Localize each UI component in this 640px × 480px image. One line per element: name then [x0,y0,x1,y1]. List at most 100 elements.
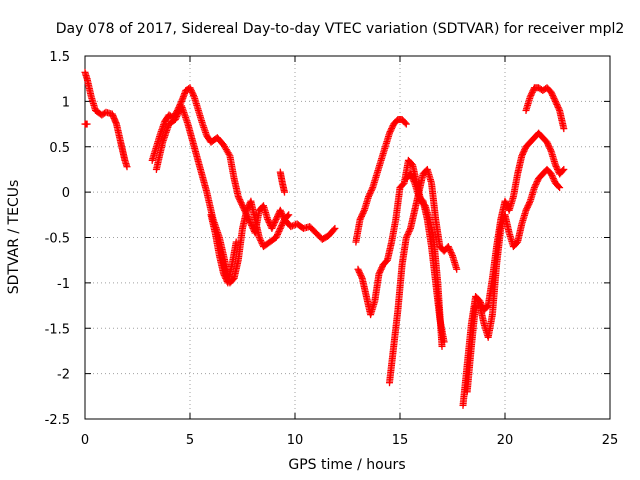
data-point [330,226,338,234]
data-point [232,238,240,246]
data-point [272,215,280,223]
data-point [243,205,251,213]
grid-layer [85,56,610,419]
data-point [278,211,286,219]
data-point [358,211,366,219]
data-point [404,230,412,238]
data-point [274,230,281,238]
y-tick-label: -1.5 [45,322,70,337]
data-point [356,270,364,278]
data-point [354,265,362,273]
data-point [285,211,293,219]
y-tick-label: -0.5 [45,232,70,247]
data-point [407,170,414,178]
data-point [269,223,277,231]
data-point [257,238,265,246]
data-point [274,229,282,237]
data-point [276,206,284,214]
data-point [275,227,283,235]
data-point [355,267,363,275]
data-point [357,271,365,279]
data-point [358,212,365,220]
data-point [401,119,409,127]
data-point [236,196,244,204]
data-point [187,85,195,93]
data-point [284,212,292,220]
data-point [276,224,284,232]
data-point [174,109,182,117]
data-point [243,206,251,214]
data-point [376,268,384,276]
data-point [269,221,277,229]
data-point [365,191,373,199]
data-point [357,214,365,222]
data-point [358,273,365,281]
data-point [172,114,180,122]
x-tick-label: 10 [287,433,304,448]
data-point [236,197,244,205]
data-point [359,209,367,217]
data-point [281,188,288,196]
x-tick-label: 5 [186,433,194,448]
data-point [560,125,568,133]
data-point [238,200,246,208]
data-point [438,342,446,350]
data-point [173,111,181,119]
data-point [377,265,385,273]
y-tick-label: -1 [57,277,70,292]
data-point [123,163,131,171]
data-point [367,188,375,196]
data-point [409,176,417,184]
data-point [171,116,179,124]
data-point [331,224,339,232]
data-point [356,215,364,223]
data-point [264,217,272,225]
data-point [409,175,417,183]
data-point [234,193,242,201]
data-point [448,250,456,258]
data-point [446,246,454,254]
data-point [270,220,278,228]
data-point [278,209,286,217]
data-point [287,223,295,231]
data-point [445,244,453,252]
data-point [272,234,280,241]
data-point [365,193,372,201]
data-point [407,171,415,179]
data-point [187,87,195,95]
data-point [271,218,279,226]
data-point [453,265,461,273]
data-point [257,237,265,245]
y-tick-label: 1 [62,95,70,110]
y-tick-label: -2.5 [45,413,70,428]
data-point [188,88,196,96]
data-point [402,234,410,241]
data-point [387,126,395,134]
data-point [447,249,455,257]
data-point [190,91,197,99]
data-point [368,185,376,193]
data-point [403,232,411,240]
data-point [388,125,396,133]
data-point [225,150,233,158]
x-tick-label: 15 [392,433,409,448]
tick-layer: 0 5 10 15 20 25 -2.5 -2 -1.5 -1 -0.5 0 0.5 1 1.5 [45,50,619,448]
chart-title: Day 078 of 2017, Sidereal Day-to-day VTE… [56,21,625,37]
data-point [279,218,287,226]
data-point [271,217,279,225]
data-point [235,194,243,202]
data-point [246,217,253,225]
data-point [277,208,285,216]
data-point [220,270,228,278]
data-point [277,223,285,231]
data-point [410,178,418,186]
data-point [239,202,246,210]
data-point [376,267,384,275]
data-point [186,84,194,92]
x-tick-label: 25 [602,433,619,448]
data-point [378,264,386,272]
data-point [237,199,245,207]
marks-layer [81,68,568,409]
data-point [367,187,375,195]
